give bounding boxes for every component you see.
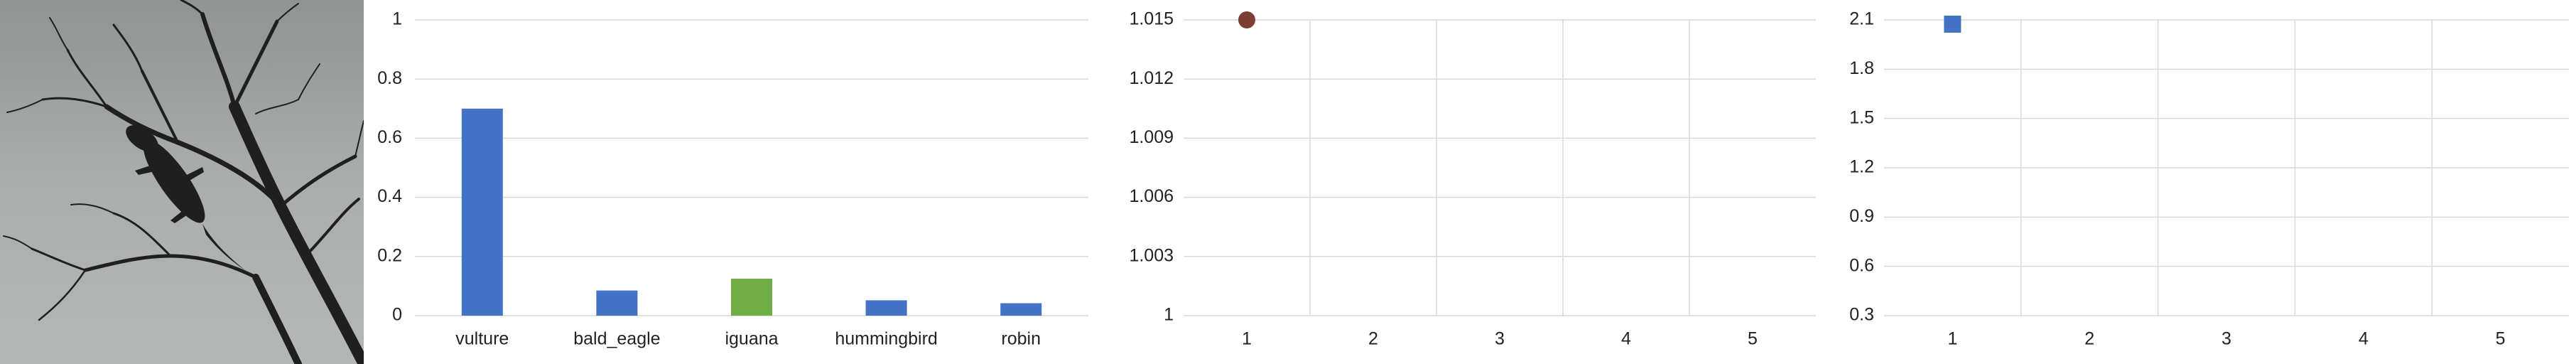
y-tick-label: 0.3 bbox=[1849, 305, 1874, 325]
bar-iguana bbox=[731, 279, 772, 316]
y-tick-label: 0.6 bbox=[377, 127, 402, 147]
bar-vulture bbox=[461, 108, 503, 316]
data-point-1 bbox=[1238, 11, 1255, 28]
x-tick-label: 4 bbox=[2359, 329, 2369, 349]
x-tick-label: robin bbox=[1001, 329, 1041, 349]
iguana-photo bbox=[0, 0, 364, 364]
y-tick-label: 1.8 bbox=[1849, 58, 1874, 78]
x-tick-label: iguana bbox=[725, 329, 778, 349]
y-tick-label: 2.1 bbox=[1849, 9, 1874, 29]
x-tick-label: 3 bbox=[2221, 329, 2231, 349]
data-point-1 bbox=[1944, 16, 1961, 33]
y-tick-label: 1.012 bbox=[1129, 68, 1174, 88]
x-tick-label: bald_eagle bbox=[573, 329, 660, 349]
y-tick-label: 1.003 bbox=[1129, 245, 1174, 265]
iguana-silhouette bbox=[126, 125, 245, 270]
y-tick-label: 0.6 bbox=[1849, 255, 1874, 275]
y-tick-label: 0.9 bbox=[1849, 206, 1874, 226]
bar-chart: 0 0.2 0.4 0.6 0.8 1 vulture bald_eagle iguana hum… bbox=[377, 9, 1088, 349]
x-tick-label: hummingbird bbox=[835, 329, 938, 349]
y-tick-label: 0 bbox=[392, 305, 402, 325]
y-tick-label: 1.015 bbox=[1129, 9, 1174, 29]
bar-bald_eagle bbox=[596, 290, 638, 316]
x-tick-label: 3 bbox=[1495, 329, 1505, 349]
y-tick-label: 0.8 bbox=[377, 68, 402, 88]
y-tick-label: 1 bbox=[392, 9, 402, 29]
chart-panel-scatter-square: 0.3 0.6 0.9 1.2 1.5 1.8 2.1 1 2 3 4 5 bbox=[1827, 0, 2576, 364]
x-tick-label: 1 bbox=[1242, 329, 1252, 349]
tree-branches bbox=[3, 0, 364, 364]
photo-panel bbox=[0, 0, 364, 364]
scatter-chart-square: 0.3 0.6 0.9 1.2 1.5 1.8 2.1 1 2 3 4 5 bbox=[1849, 9, 2569, 349]
y-tick-label: 1.2 bbox=[1849, 157, 1874, 177]
bar-hummingbird bbox=[865, 300, 907, 316]
x-tick-label: 2 bbox=[2084, 329, 2094, 349]
x-tick-label: 5 bbox=[2496, 329, 2506, 349]
scatter-chart-circle: 1 1.003 1.006 1.009 1.012 1.015 1 2 3 4 5 bbox=[1129, 9, 1816, 349]
x-tick-label: 4 bbox=[1621, 329, 1631, 349]
x-tick-label: vulture bbox=[455, 329, 509, 349]
y-tick-label: 0.4 bbox=[377, 186, 402, 206]
y-tick-label: 1.5 bbox=[1849, 107, 1874, 127]
x-tick-label: 2 bbox=[1368, 329, 1378, 349]
chart-panel-bar: 0 0.2 0.4 0.6 0.8 1 vulture bald_eagle iguana hum… bbox=[364, 0, 1097, 364]
bar-robin bbox=[1000, 303, 1042, 316]
y-tick-label: 0.2 bbox=[377, 245, 402, 265]
chart-panel-scatter-circle: 1 1.003 1.006 1.009 1.012 1.015 1 2 3 4 5 bbox=[1097, 0, 1827, 364]
y-tick-label: 1.009 bbox=[1129, 127, 1174, 147]
x-tick-label: 1 bbox=[1947, 329, 1957, 349]
x-tick-label: 5 bbox=[1748, 329, 1758, 349]
y-tick-label: 1 bbox=[1164, 305, 1174, 325]
y-tick-label: 1.006 bbox=[1129, 186, 1174, 206]
